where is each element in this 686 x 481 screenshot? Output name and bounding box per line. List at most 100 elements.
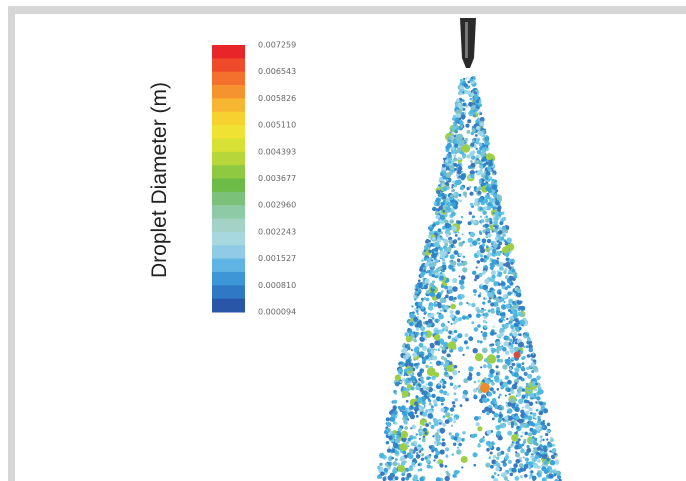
droplet: [474, 278, 477, 282]
droplet: [423, 269, 427, 273]
droplet: [498, 241, 503, 245]
droplet: [426, 258, 432, 263]
droplet: [505, 388, 509, 391]
droplet: [467, 119, 472, 124]
droplet: [491, 184, 498, 190]
droplet: [465, 315, 470, 320]
colorbar-tick-label: 0.000094: [258, 308, 296, 317]
droplet: [514, 341, 518, 345]
droplet: [498, 227, 503, 232]
droplet: [518, 323, 521, 327]
droplet: [453, 329, 458, 334]
droplet: [483, 336, 487, 341]
droplet: [539, 454, 542, 457]
droplet: [473, 327, 479, 332]
droplet: [493, 243, 498, 248]
droplet: [496, 456, 500, 460]
droplet: [537, 465, 541, 469]
droplet: [497, 283, 501, 286]
droplet: [499, 422, 505, 429]
droplet: [435, 360, 442, 366]
droplet: [470, 79, 474, 82]
droplet: [457, 385, 460, 388]
droplet: [409, 321, 414, 327]
droplet: [439, 389, 444, 394]
droplet: [477, 294, 481, 298]
droplet: [525, 345, 529, 349]
droplet: [458, 301, 463, 306]
droplet: [476, 157, 479, 161]
droplet: [542, 438, 545, 442]
droplet: [491, 475, 495, 479]
droplet: [411, 461, 416, 466]
droplet: [528, 477, 532, 480]
droplet: [512, 384, 516, 389]
droplet: [497, 271, 503, 277]
droplet: [472, 289, 477, 294]
droplet: [495, 370, 498, 373]
colorbar-band: [212, 245, 245, 260]
droplet: [420, 326, 426, 332]
droplet: [506, 411, 510, 414]
droplet: [463, 340, 468, 345]
droplet: [509, 367, 512, 370]
droplet: [425, 364, 429, 369]
droplet: [493, 288, 496, 292]
droplet: [483, 216, 487, 219]
droplet: [379, 475, 383, 479]
droplet: [482, 436, 485, 439]
droplet: [535, 382, 538, 386]
droplet: [418, 354, 423, 358]
droplet: [461, 438, 465, 442]
droplet: [443, 196, 446, 199]
droplet: [421, 385, 427, 390]
droplet: [485, 186, 491, 192]
droplet: [454, 163, 457, 166]
droplet: [487, 202, 492, 207]
droplet: [441, 183, 445, 188]
droplet: [462, 353, 465, 357]
droplet: [499, 358, 504, 363]
droplet: [495, 348, 500, 353]
droplet: [510, 324, 515, 330]
droplet: [495, 200, 500, 206]
droplet: [434, 440, 438, 445]
droplet: [460, 275, 466, 281]
droplet: [458, 442, 462, 447]
droplet: [491, 459, 497, 465]
droplet: [454, 475, 458, 478]
droplet: [489, 345, 492, 348]
droplet: [383, 467, 389, 473]
colorbar-band: [212, 285, 245, 300]
colorbar-band: [212, 298, 245, 313]
droplet: [475, 119, 478, 122]
droplet: [434, 403, 438, 407]
droplet: [394, 392, 397, 395]
droplet: [546, 457, 550, 462]
droplet: [402, 417, 405, 421]
droplet: [444, 464, 448, 468]
droplet: [486, 411, 490, 416]
droplet: [437, 208, 441, 212]
droplet: [454, 234, 458, 237]
droplet: [435, 197, 441, 203]
droplet: [473, 463, 477, 467]
droplet: [407, 408, 411, 413]
droplet: [460, 456, 468, 463]
droplet: [441, 328, 445, 332]
droplet: [447, 320, 450, 324]
droplet: [497, 211, 503, 216]
droplet: [445, 470, 449, 474]
droplet: [487, 309, 491, 313]
droplet: [394, 421, 398, 425]
droplet: [480, 283, 484, 287]
droplet: [408, 466, 414, 472]
droplet: [443, 157, 446, 161]
droplet: [510, 318, 513, 322]
droplet: [546, 433, 549, 436]
colorbar-band: [212, 125, 245, 139]
droplet: [504, 455, 510, 460]
droplet: [479, 179, 482, 183]
droplet: [451, 259, 454, 262]
droplet: [467, 221, 472, 226]
